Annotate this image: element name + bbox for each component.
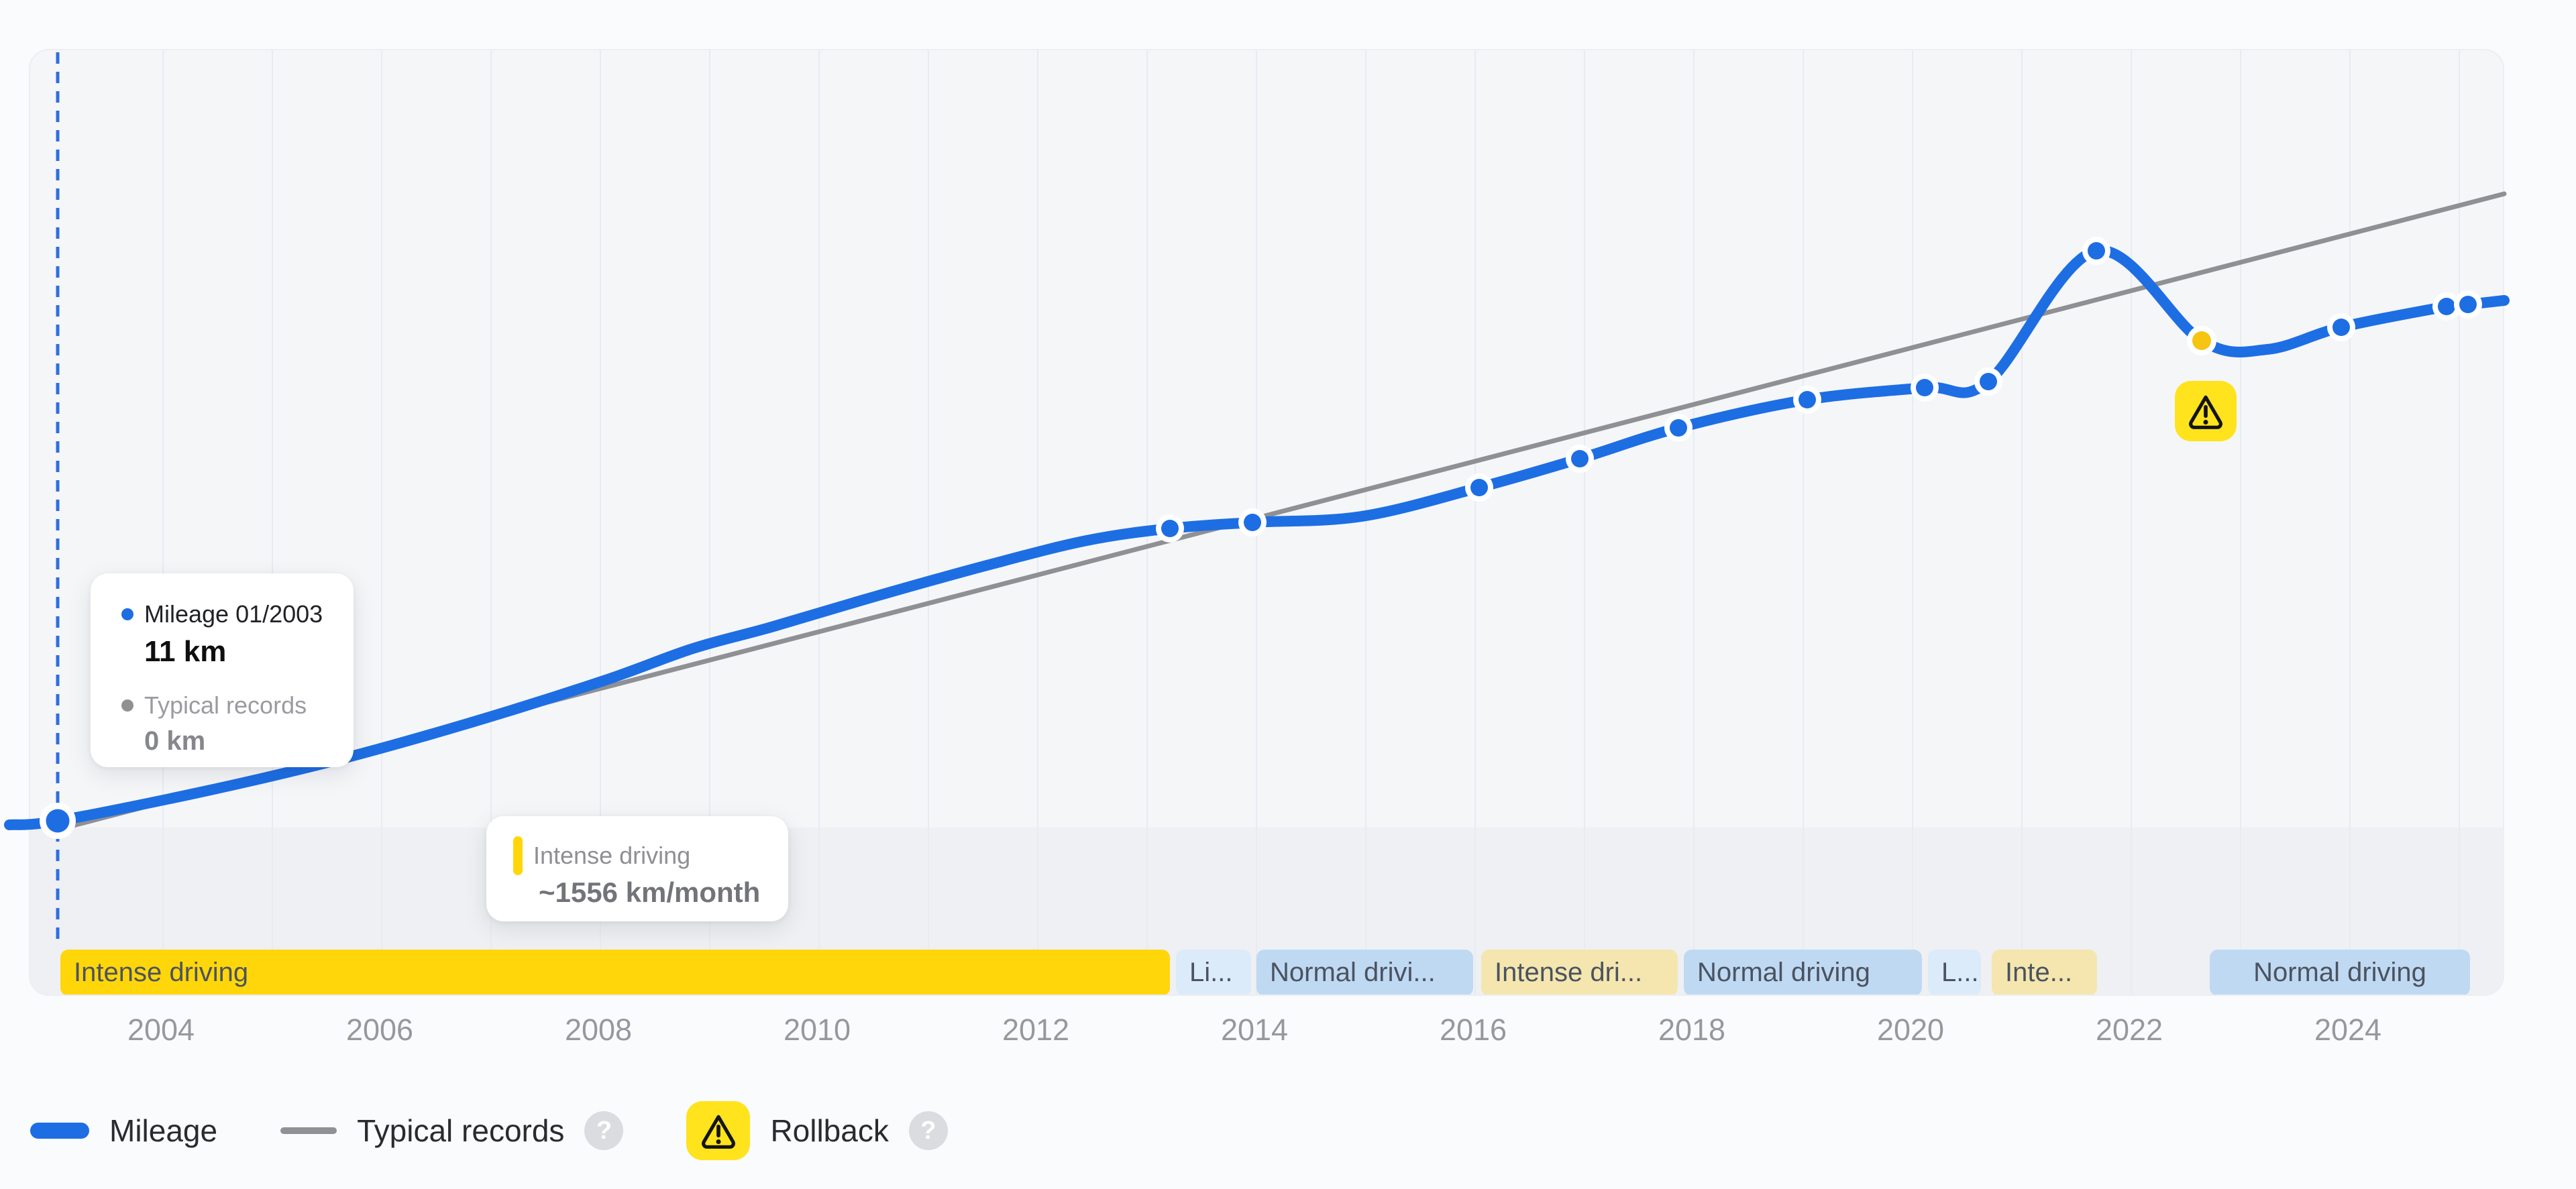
year-gridline: [2349, 50, 2351, 995]
band-tooltip-value: ~1556 km/month: [539, 876, 761, 908]
driving-intensity-band[interactable]: Intense driving: [60, 950, 1170, 995]
year-gridline: [1803, 50, 1804, 995]
x-axis-label: 2006: [345, 1013, 414, 1047]
year-gridline: [1912, 50, 1913, 995]
year-gridline: [381, 50, 382, 995]
driving-intensity-band[interactable]: Li...: [1176, 950, 1251, 995]
mileage-tooltip-title: Mileage 01/2003: [144, 600, 323, 628]
mileage-chart-card: Intense driving Li... Normal drivi... Inten…: [29, 49, 2504, 996]
driving-intensity-band[interactable]: Normal drivi...: [1256, 950, 1473, 995]
driving-intensity-band[interactable]: Intense dri...: [1481, 950, 1678, 995]
driving-intensity-band[interactable]: Inte...: [1992, 950, 2097, 995]
year-gridline: [1693, 50, 1695, 995]
year-gridline: [818, 50, 820, 995]
year-gridline: [1146, 50, 1148, 995]
driving-intensity-band[interactable]: L...: [1928, 950, 1981, 995]
year-gridline: [162, 50, 164, 995]
year-gridline: [1584, 50, 1585, 995]
legend-item-rollback: Rollback ?: [686, 1101, 948, 1160]
x-axis-label: 2008: [564, 1013, 633, 1047]
driving-intensity-band[interactable]: Normal driving: [2210, 950, 2470, 995]
x-axis-label: 2004: [127, 1013, 195, 1047]
band-tooltip-title: Intense driving: [533, 842, 691, 869]
rollback-warning-badge[interactable]: [2175, 381, 2237, 441]
x-axis-label: 2020: [1876, 1013, 1945, 1047]
rollback-badge-icon: [686, 1101, 751, 1160]
mileage-line-icon: [30, 1123, 89, 1139]
x-axis-label: 2016: [1439, 1013, 1507, 1047]
legend-rollback-label: Rollback: [770, 1113, 889, 1148]
chart-legend: Mileage Typical records ? Rollback ?: [30, 1098, 948, 1163]
x-axis-label: 2010: [783, 1013, 851, 1047]
typical-records-tooltip-value: 0 km: [144, 726, 206, 756]
typical-records-help-button[interactable]: ?: [584, 1111, 624, 1150]
x-axis-label: 2022: [2095, 1013, 2163, 1047]
rollback-help-button[interactable]: ?: [908, 1111, 948, 1150]
intense-band-pill-icon: [513, 836, 523, 875]
year-gridline: [1474, 50, 1476, 995]
typical-records-tooltip-title: Typical records: [144, 691, 307, 719]
year-gridline: [2459, 50, 2460, 995]
x-axis-label: 2018: [1658, 1013, 1726, 1047]
year-gridline: [2131, 50, 2132, 995]
legend-mileage-label: Mileage: [109, 1113, 218, 1148]
mileage-tooltip: Mileage 01/2003 11 km Typical records 0 …: [91, 573, 354, 767]
warning-triangle-icon: [2189, 395, 2222, 429]
year-gridline: [1256, 50, 1257, 995]
typical-records-dot-icon: [121, 699, 133, 712]
band-tooltip: Intense driving ~1556 km/month: [486, 816, 789, 921]
mileage-dot-icon: [121, 608, 133, 620]
driving-intensity-band[interactable]: Normal driving: [1684, 950, 1922, 995]
legend-item-mileage: Mileage: [30, 1113, 217, 1149]
year-gridline: [272, 50, 273, 995]
x-axis-label: 2012: [1002, 1013, 1070, 1047]
legend-typical-label: Typical records: [357, 1113, 565, 1148]
year-gridline: [1037, 50, 1038, 995]
warning-triangle-icon: [702, 1115, 735, 1149]
year-gridline: [2240, 50, 2241, 995]
mileage-tooltip-value: 11 km: [144, 635, 227, 668]
year-gridline: [1365, 50, 1366, 995]
year-gridline: [928, 50, 929, 995]
x-axis-label: 2014: [1220, 1013, 1289, 1047]
legend-item-typical-records: Typical records ?: [280, 1111, 624, 1150]
x-axis-label: 2024: [2314, 1013, 2382, 1047]
typical-records-line-icon: [280, 1127, 337, 1134]
year-gridline: [2021, 50, 2023, 995]
